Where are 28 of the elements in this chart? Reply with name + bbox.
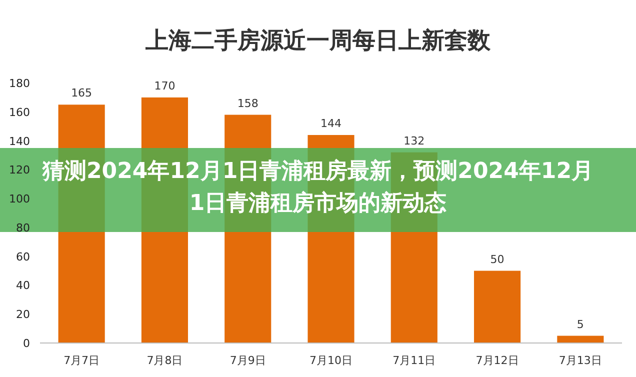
y-tick-label: 60 [16,250,30,264]
y-tick-label: 80 [16,221,30,234]
bar [557,336,604,343]
x-tick-label: 7月13日 [558,354,602,367]
x-tick-label: 7月11日 [392,354,436,367]
data-label: 50 [490,252,504,266]
y-tick-label: 140 [9,134,30,148]
y-tick-label: 100 [9,192,30,206]
x-tick-label: 7月8日 [146,354,183,367]
data-label: 165 [71,86,92,100]
y-tick-label: 0 [23,337,30,350]
x-tick-label: 7月7日 [64,354,100,367]
y-tick-label: 180 [9,77,30,90]
chart-title: 上海二手房源近一周每日上新套数 [144,27,492,54]
data-label: 5 [576,318,584,331]
x-tick-label: 7月12日 [476,354,519,367]
x-tick-label: 7月9日 [230,354,266,367]
data-label: 132 [404,134,425,148]
data-label: 170 [154,79,176,92]
data-label: 144 [320,117,342,130]
y-tick-label: 160 [9,106,30,119]
bar [474,270,521,343]
y-tick-label: 40 [16,279,30,292]
data-label: 158 [237,96,258,110]
annotation: 猜测2024年12月1日青浦租房最新，预测2024年12月1日青浦租房市场的新动态 [42,158,594,216]
y-tick-label: 120 [9,164,30,177]
x-tick-label: 7月10日 [310,354,352,367]
y-tick-label: 20 [16,308,30,322]
